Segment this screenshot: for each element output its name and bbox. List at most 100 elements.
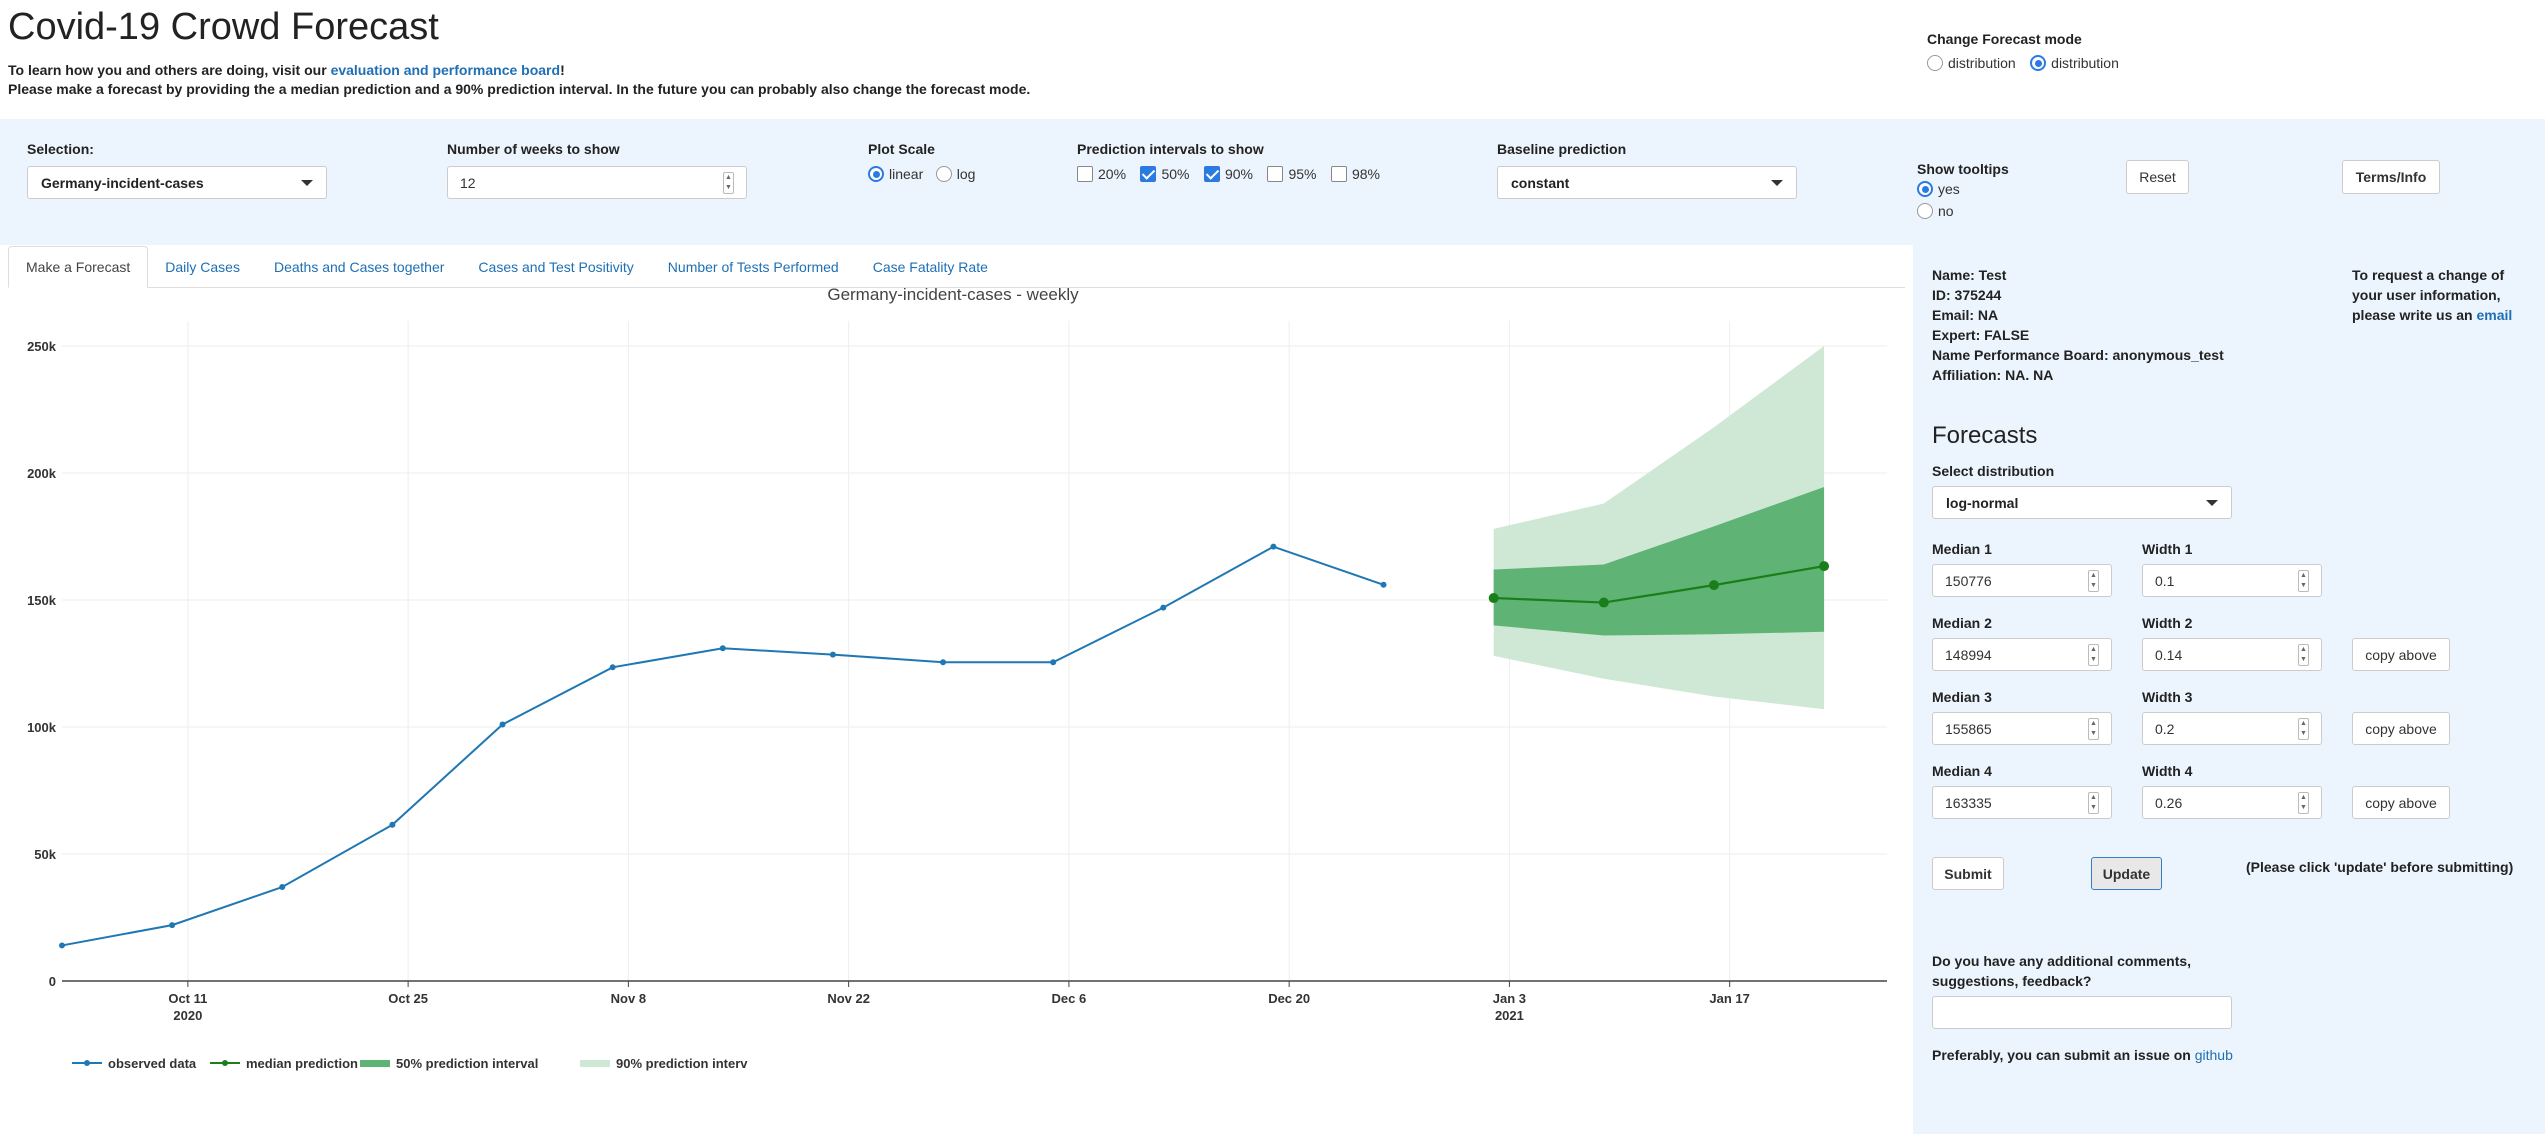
issue-note: Preferably, you can submit an issue on g… [1932,1047,2233,1063]
tab-make-a-forecast[interactable]: Make a Forecast [8,246,149,288]
weeks-control: Number of weeks to show 12 ▲ ▼ [447,141,747,199]
width-label: Width 1 [2142,541,2193,557]
change-note-line: your user information, [2352,287,2501,303]
median-input-3[interactable]: 155865 ▲ ▼ [1932,712,2112,745]
user-email: Email: NA [1932,307,1999,323]
scale-option-linear[interactable]: linear [868,166,923,182]
plot-scale-control: Plot Scale linear log [868,141,975,187]
user-affiliation: Affiliation: NA. NA [1932,367,2054,383]
chart-lines [59,543,1830,949]
right-panel [1913,119,2545,1134]
interval-98-checkbox[interactable]: 98% [1330,166,1380,182]
spinner-icon[interactable]: ▲ ▼ [2088,643,2099,666]
median-input-4[interactable]: 163335 ▲ ▼ [1932,786,2112,819]
forecast-mode-option-1[interactable]: distribution [1927,55,2016,71]
tooltips-option-no[interactable]: no [1917,203,2009,219]
tab-case-fatality-rate[interactable]: Case Fatality Rate [872,259,988,275]
email-link[interactable]: email [2476,307,2513,323]
baseline-value: constant [1511,174,1570,191]
observed-point [719,645,726,652]
issue-text: Preferably, you can submit an issue on [1932,1047,2191,1063]
checkbox-icon[interactable] [1330,166,1347,182]
comments-label-line: suggestions, feedback? [1932,973,2092,989]
observed-point [1270,543,1277,550]
tab-deaths-and-cases-together[interactable]: Deaths and Cases together [273,259,445,275]
checkbox-checked-icon[interactable] [1203,166,1220,182]
selection-label: Selection: [27,141,94,157]
spinner-icon[interactable]: ▲ ▼ [2298,717,2309,740]
width-value: 0.1 [2155,572,2175,589]
spinner-icon[interactable]: ▲ ▼ [2088,569,2099,592]
spinner-icon[interactable]: ▲ ▼ [2088,791,2099,814]
radio-selected-icon[interactable] [1917,181,1933,197]
median-value: 150776 [1945,572,1992,589]
scale-option-log[interactable]: log [935,166,975,182]
submit-button[interactable]: Submit [1932,857,2004,890]
radio-icon[interactable] [1927,55,1943,71]
tabs-divider [8,287,1905,288]
tab-cases-and-test-positivity[interactable]: Cases and Test Positivity [478,259,634,275]
width-input-3[interactable]: 0.2 ▲ ▼ [2142,712,2322,745]
performance-board-link[interactable]: evaluation and performance board [330,62,561,78]
baseline-dropdown[interactable]: constant [1497,166,1797,199]
forecast-mode-group: Change Forecast mode distribution distri… [1927,31,2119,76]
x-tick-year: 2020 [173,1008,202,1023]
interval-90-checkbox[interactable]: 90% [1203,166,1253,182]
band-50-prediction-interval [1493,486,1825,636]
chart-axes: 0 50k 100k 150k 200k 250k Oct 11 2020 Oct 25 Nov … [27,339,1887,1023]
tooltips-option-yes[interactable]: yes [1917,181,2009,197]
github-link[interactable]: github [2194,1047,2233,1063]
interval-95-checkbox[interactable]: 95% [1267,166,1316,182]
width-input-1[interactable]: 0.1 ▲ ▼ [2142,564,2322,597]
spinner-icon[interactable]: ▲ ▼ [2298,643,2309,666]
x-tick-label: Jan 17 [1709,991,1749,1006]
width-input-4[interactable]: 0.26 ▲ ▼ [2142,786,2322,819]
spinner-icon[interactable]: ▲ ▼ [2298,791,2309,814]
selection-dropdown[interactable]: Germany-incident-cases [27,166,327,199]
copy-above-button-2[interactable]: copy above [2352,638,2450,671]
observed-point [279,884,286,891]
copy-above-button-3[interactable]: copy above [2352,712,2450,745]
median-input-1[interactable]: 150776 ▲ ▼ [1932,564,2112,597]
tab-number-of-tests-performed[interactable]: Number of Tests Performed [667,259,839,275]
radio-icon[interactable] [1917,203,1933,219]
x-tick-label: Dec 6 [1052,991,1087,1006]
update-button[interactable]: Update [2091,857,2162,890]
y-tick-label: 50k [34,847,56,862]
baseline-control: Baseline prediction constant [1497,141,1797,199]
observed-point [940,659,947,666]
x-tick-label: Nov 8 [611,991,646,1006]
user-expert: Expert: FALSE [1932,327,2030,343]
legend-label: 50% prediction interval [396,1056,538,1071]
median-input-2[interactable]: 148994 ▲ ▼ [1932,638,2112,671]
interval-20-checkbox[interactable]: 20% [1077,166,1126,182]
option-label: yes [1938,181,1960,197]
forecast-mode-option-2[interactable]: distribution [2030,55,2119,71]
tab-daily-cases[interactable]: Daily Cases [165,259,240,275]
x-tick-label: Oct 11 [168,991,207,1006]
checkbox-icon[interactable] [1077,166,1093,182]
observed-point [1050,659,1057,666]
intro-text: To learn how you and others are doing, v… [8,62,327,78]
interval-50-checkbox[interactable]: 50% [1140,166,1190,182]
width-value: 0.14 [2155,646,2183,663]
spinner-icon[interactable]: ▲ ▼ [2088,717,2099,740]
checkbox-icon[interactable] [1267,166,1284,182]
weeks-input[interactable]: 12 ▲ ▼ [447,166,747,199]
comments-input[interactable] [1932,996,2232,1029]
width-input-2[interactable]: 0.14 ▲ ▼ [2142,638,2322,671]
radio-selected-icon[interactable] [2030,55,2047,71]
checkbox-checked-icon[interactable] [1140,166,1157,182]
intro-line-2: Please make a forecast by providing the … [8,81,1031,97]
spinner-icon[interactable]: ▲ ▼ [2298,569,2309,592]
change-note-line: To request a change of [2352,267,2505,283]
distribution-dropdown[interactable]: log-normal [1932,486,2232,519]
radio-selected-icon[interactable] [868,166,884,182]
reset-button[interactable]: Reset [2126,160,2189,194]
radio-icon[interactable] [935,166,952,182]
selection-value: Germany-incident-cases [41,174,204,191]
terms-info-button[interactable]: Terms/Info [2342,160,2440,194]
spinner-icon[interactable]: ▲ ▼ [723,171,734,194]
copy-above-button-4[interactable]: copy above [2352,786,2450,819]
user-name: Name: Test [1932,267,2007,283]
